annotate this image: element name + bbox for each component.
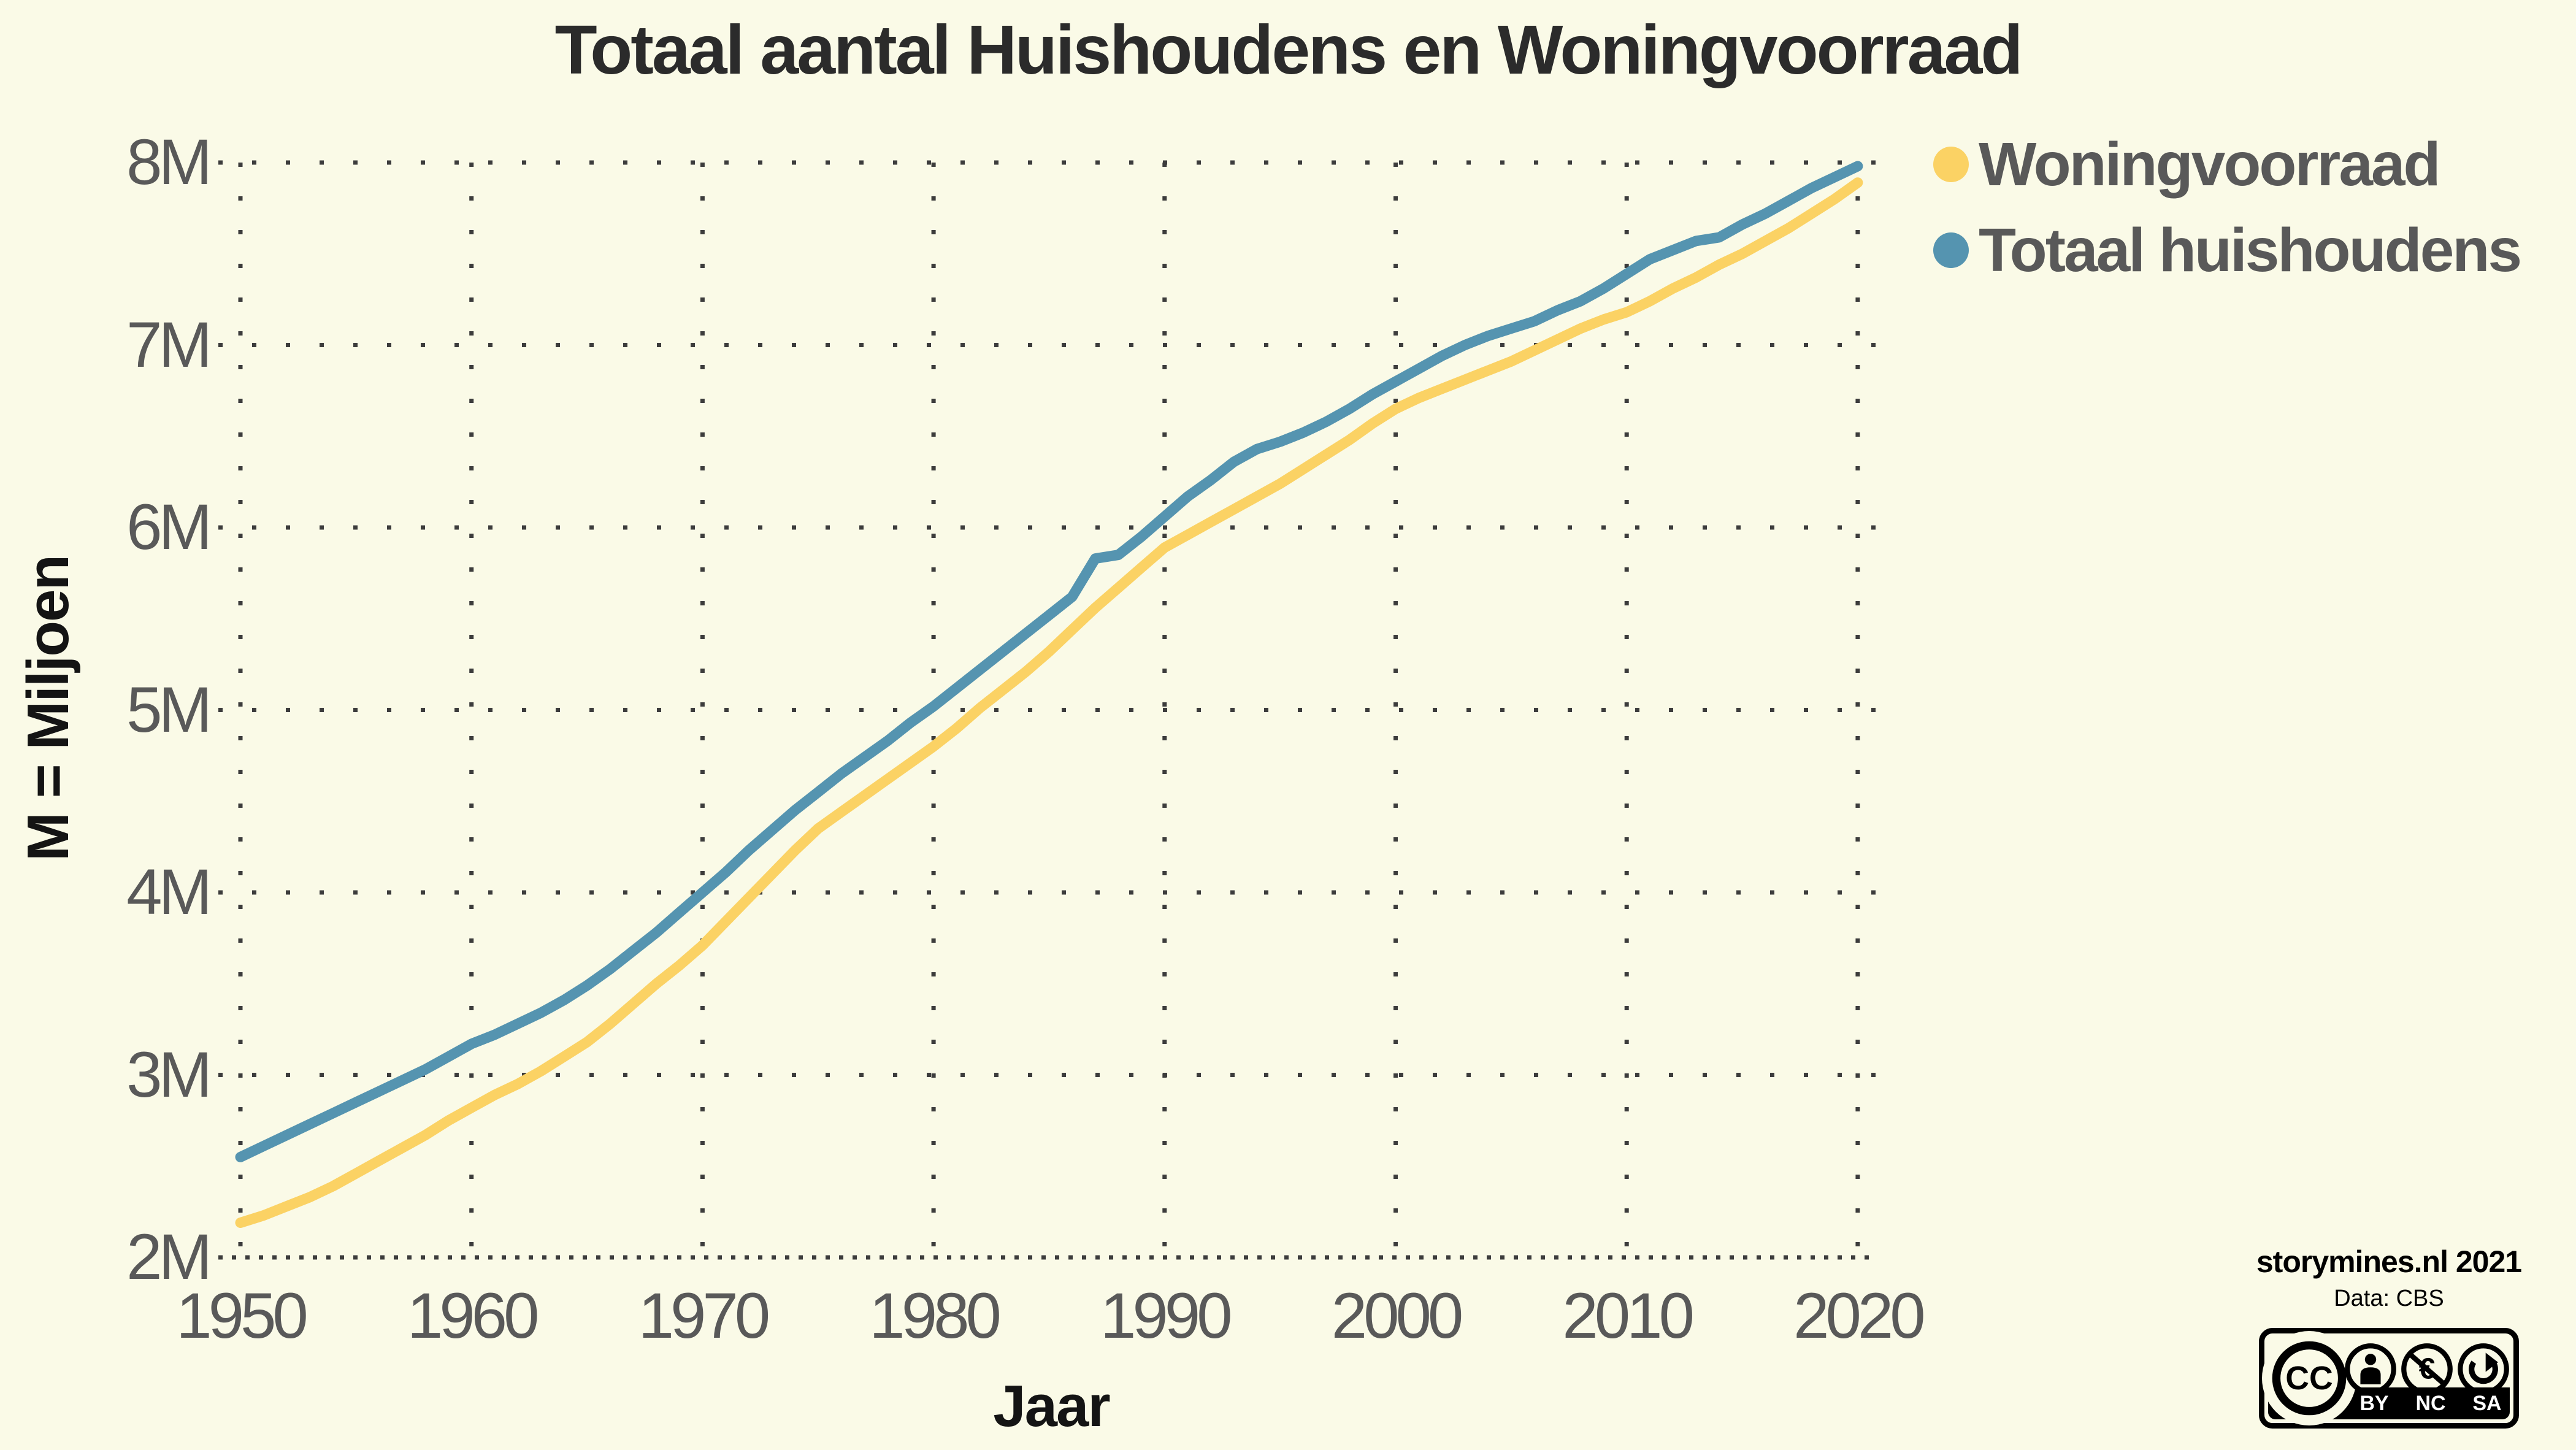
svg-text:CC: CC (2285, 1360, 2333, 1397)
y-tick-label-4M: 4M (126, 856, 212, 928)
x-tick-label-2000: 2000 (1331, 1280, 1464, 1352)
y-tick-label-3M: 3M (126, 1038, 212, 1111)
legend-item-totaal-huishoudens: Totaal huishoudens (1933, 215, 2522, 286)
series-line-woningvoorraad (235, 177, 1863, 1228)
legend: Woningvoorraad Totaal huishoudens (1933, 129, 2522, 301)
x-tick-label-1960: 1960 (407, 1280, 540, 1352)
woningvoorraad-marker-icon (1933, 147, 1969, 182)
attribution: storymines.nl 2021 Data: CBS BY NC SA CC (2220, 1244, 2558, 1429)
x-tick-label-1970: 1970 (638, 1280, 771, 1352)
x-tick-label-2010: 2010 (1562, 1280, 1695, 1352)
x-tick-label-1980: 1980 (869, 1280, 1002, 1352)
y-axis-title: M = Miljoen (15, 555, 81, 862)
y-tick-label-5M: 5M (126, 673, 212, 746)
cc-sa-share-alike-icon (2458, 1343, 2509, 1395)
x-tick-label-1950: 1950 (176, 1280, 309, 1352)
legend-item-woningvoorraad: Woningvoorraad (1933, 129, 2520, 200)
attribution-data-source: Data: CBS (2334, 1286, 2444, 1311)
x-tick-label-1990: 1990 (1100, 1280, 1233, 1352)
attribution-site: storymines.nl 2021 (2256, 1245, 2522, 1279)
cc-by-label: BY (2359, 1392, 2389, 1415)
y-tick-label-7M: 7M (126, 309, 212, 381)
y-tick-label-2M: 2M (126, 1221, 212, 1293)
cc-sa-label: SA (2472, 1392, 2502, 1415)
legend-label: Woningvoorraad (1979, 129, 2441, 199)
legend-label: Totaal huishoudens (1979, 215, 2522, 285)
chart-title: Totaal aantal Huishoudens en Woningvoorr… (554, 11, 2023, 88)
cc-license-badge: BY NC SA CC € (2259, 1328, 2519, 1429)
cc-logo-icon: CC (2268, 1337, 2350, 1419)
cc-by-person-icon (2345, 1343, 2396, 1395)
cc-nc-label: NC (2415, 1392, 2446, 1415)
x-tick-label-2020: 2020 (1793, 1280, 1926, 1352)
y-tick-label-8M: 8M (126, 126, 212, 198)
series-line-totaal-huishoudens (235, 161, 1863, 1162)
y-tick-label-6M: 6M (126, 491, 212, 563)
huishoudens-marker-icon (1933, 232, 1969, 268)
x-axis-title: Jaar (993, 1373, 1111, 1439)
cc-nc-no-euro-icon: € (2401, 1343, 2453, 1395)
